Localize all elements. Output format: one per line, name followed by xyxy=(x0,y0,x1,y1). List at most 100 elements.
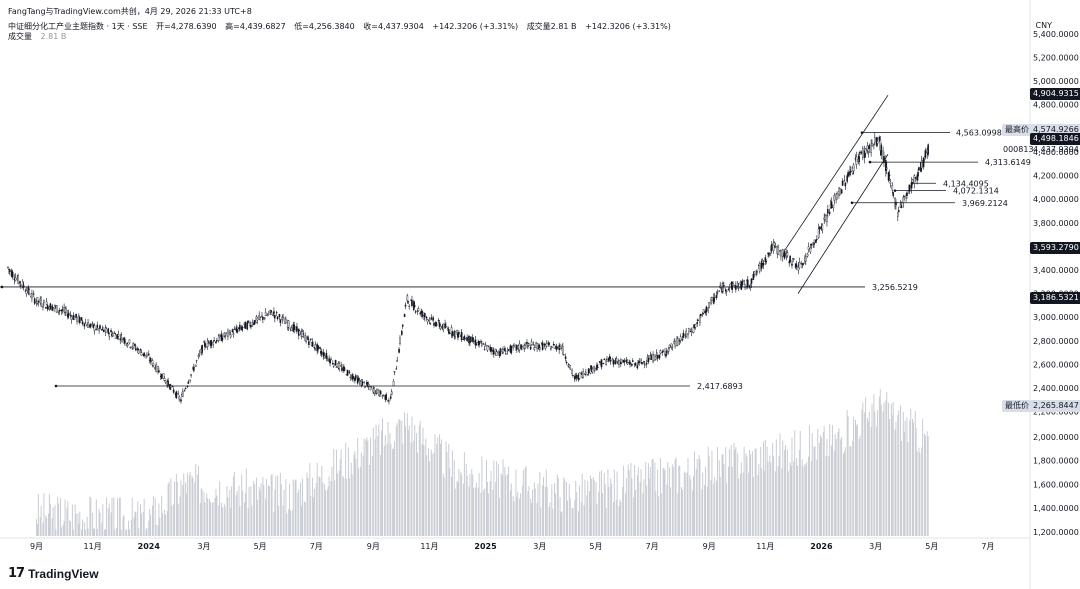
volume-bar xyxy=(151,505,153,536)
volume-legend[interactable]: 成交量 2.81 B xyxy=(8,31,66,42)
candle-body xyxy=(562,354,565,356)
candle-body xyxy=(177,392,180,395)
candle-body xyxy=(793,258,795,260)
tradingview-logo[interactable]: 17 TradingView xyxy=(8,566,99,581)
volume-bar xyxy=(461,474,463,536)
volume-bar xyxy=(628,469,630,536)
ohlc-legend[interactable]: 中证细分化工产业主题指数 · 1天 · SSE 开=4,278.6390 高=4… xyxy=(8,21,671,32)
candle-body xyxy=(541,342,544,350)
volume-bar xyxy=(416,452,418,536)
volume-bar xyxy=(870,426,872,536)
time-axis-tick: 3月 xyxy=(533,542,546,551)
candle-body xyxy=(343,368,346,370)
candle-body xyxy=(631,363,633,366)
volume-bar xyxy=(266,478,268,536)
volume-bar xyxy=(540,507,542,536)
volume-bar xyxy=(292,479,294,536)
volume-bar xyxy=(278,505,280,536)
price-axis-tick: 4,800.0000 xyxy=(1033,101,1079,110)
candle-body xyxy=(870,144,872,153)
candle-body xyxy=(768,252,770,256)
candle-body xyxy=(456,330,458,334)
level-anchor-dot[interactable] xyxy=(54,384,58,388)
time-axis-tick: 7月 xyxy=(646,542,659,551)
candle-body xyxy=(78,317,81,324)
volume-bar xyxy=(161,495,163,536)
volume-bar xyxy=(748,472,750,536)
candle-body xyxy=(114,334,117,340)
volume-bar xyxy=(392,448,394,536)
volume-bar xyxy=(833,450,835,536)
candle-body xyxy=(830,201,833,209)
candle-body xyxy=(21,281,24,288)
volume-bar xyxy=(140,513,142,536)
candle-body xyxy=(17,275,19,284)
volume-bar xyxy=(564,479,566,536)
candle-body xyxy=(723,285,725,287)
volume-bar xyxy=(907,442,909,536)
volume-bar xyxy=(410,442,412,536)
candle-body xyxy=(495,351,498,356)
volume-bar xyxy=(698,454,700,536)
volume-bar xyxy=(393,441,395,536)
candle-body xyxy=(512,345,514,348)
candle-body xyxy=(296,326,298,332)
candle-body xyxy=(293,324,295,331)
level-anchor-dot[interactable] xyxy=(910,181,914,185)
level-anchor-dot[interactable] xyxy=(0,285,4,289)
level-anchor-dot[interactable] xyxy=(850,201,854,205)
symbol-title[interactable]: 中证细分化工产业主题指数 · 1天 · SSE xyxy=(8,22,148,31)
candle-body xyxy=(656,354,659,359)
candle-body xyxy=(31,293,33,299)
volume-bar xyxy=(430,449,432,536)
volume-bar xyxy=(770,462,772,536)
candle-body xyxy=(463,336,466,340)
candle-body xyxy=(873,144,875,146)
price-axis[interactable]: 5,400.0000 5,200.0000 5,000.0000 4,800.0000… xyxy=(1033,30,1079,537)
candle-body xyxy=(330,358,332,361)
drawings[interactable]: 3,256.5219 2,417.6893 4,563.0998 4,313.6149… xyxy=(0,94,1031,391)
price-axis-tick: 5,000.0000 xyxy=(1033,77,1079,86)
candle-body xyxy=(189,379,191,381)
volume-bar xyxy=(223,503,225,536)
volume-bar xyxy=(342,475,344,536)
volume-bar xyxy=(348,478,350,536)
time-axis[interactable]: 9月 11月 2024 3月 5月 7月 9月 11月 2025 3月 5月 7月 9月 11月 2026 3… xyxy=(30,542,995,551)
candle-body xyxy=(126,343,129,346)
volume-bar xyxy=(273,512,275,536)
candle-body xyxy=(311,341,314,347)
volume-bar xyxy=(737,453,739,536)
price-axis-tick: 2,600.0000 xyxy=(1033,360,1079,369)
channel-lower-line[interactable] xyxy=(797,154,889,294)
candle-body xyxy=(585,371,587,375)
candle-body xyxy=(478,340,480,346)
volume-bar xyxy=(64,499,66,536)
level-anchor-dot[interactable] xyxy=(893,189,897,192)
volume-bar xyxy=(798,449,800,536)
volume-bar xyxy=(401,420,403,536)
candle-body xyxy=(155,364,157,372)
volume-bar xyxy=(372,427,374,536)
volume-bar xyxy=(456,480,458,536)
volume-bar xyxy=(843,453,845,536)
candle-body xyxy=(486,345,489,351)
level-label: 4,563.0998 xyxy=(956,129,1002,138)
volume-bar xyxy=(543,477,545,536)
candle-body xyxy=(239,324,241,330)
volume-bar xyxy=(823,426,825,536)
volume-bar xyxy=(71,504,73,536)
volume-bar xyxy=(350,462,352,536)
volume-bar xyxy=(581,473,583,536)
volume-bar xyxy=(334,480,336,536)
candle-body xyxy=(791,263,793,266)
volume-bar xyxy=(731,466,733,536)
volume-bar xyxy=(116,527,118,536)
level-anchor-dot[interactable] xyxy=(868,160,872,164)
volume-bar xyxy=(312,497,314,536)
volume-bar xyxy=(55,529,57,536)
candle-body xyxy=(429,322,432,324)
volume-bar xyxy=(426,455,428,536)
channel-upper-line[interactable] xyxy=(784,94,889,251)
candle-body xyxy=(692,327,695,333)
